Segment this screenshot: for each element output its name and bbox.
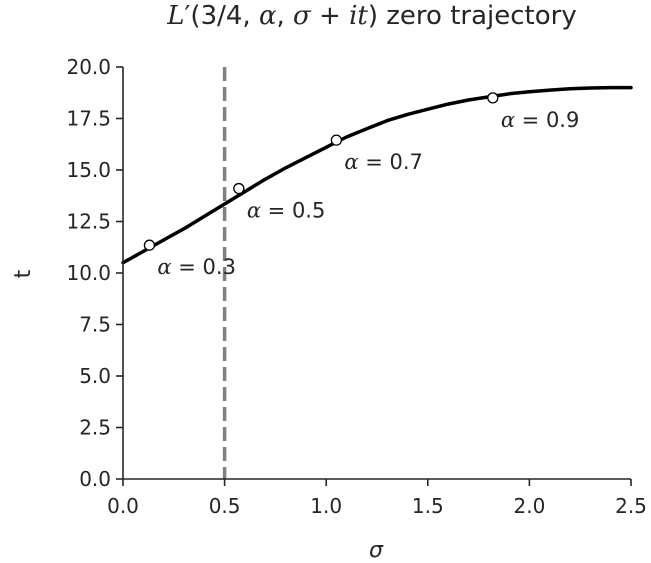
title-part: ) zero trajectory bbox=[368, 1, 577, 31]
series-line bbox=[121, 85, 633, 265]
y-tick-label: 17.5 bbox=[66, 107, 111, 131]
y-tick-label: 10.0 bbox=[66, 261, 111, 285]
chart-title: L′(3/4, α, σ + it) zero trajectory bbox=[166, 1, 576, 31]
y-tick-label: 2.5 bbox=[79, 416, 111, 440]
marker-point bbox=[143, 239, 156, 251]
axes: 0.0 0.5 1.0 1.5 2.0 2.5 0.0 2.5 5.0 7.5 10.0 12.5 15… bbox=[66, 55, 646, 518]
x-tick-label: 2.0 bbox=[513, 494, 545, 518]
y-tick-label: 7.5 bbox=[79, 313, 111, 337]
title-part: σ bbox=[293, 1, 312, 31]
marker-point bbox=[233, 182, 245, 195]
marker-point bbox=[487, 92, 499, 104]
plot-area: α = 0.3 α = 0.5 α = 0.7 α = 0.9 bbox=[121, 67, 633, 479]
marker-label: α = 0.3 bbox=[157, 255, 236, 279]
marker-label: α = 0.7 bbox=[344, 150, 423, 174]
title-part: α bbox=[259, 1, 277, 31]
x-axis-label: σ bbox=[369, 538, 384, 563]
y-tick-label: 12.5 bbox=[66, 210, 111, 234]
x-tick-label: 1.0 bbox=[310, 494, 342, 518]
marker-label: α = 0.9 bbox=[501, 108, 580, 132]
title-part: ′(3/4, bbox=[185, 1, 259, 31]
x-tick-label: 2.5 bbox=[615, 494, 647, 518]
y-axis-label: t bbox=[11, 269, 36, 278]
marker-point bbox=[330, 134, 343, 146]
y-tick-label: 20.0 bbox=[66, 55, 111, 79]
title-part: + bbox=[311, 1, 349, 31]
x-tick-label: 0.0 bbox=[107, 494, 139, 518]
y-tick-label: 15.0 bbox=[66, 158, 111, 182]
title-part: L bbox=[166, 1, 184, 31]
title-part: it bbox=[349, 1, 368, 31]
x-tick-label: 1.5 bbox=[412, 494, 444, 518]
marker-label: α = 0.5 bbox=[247, 199, 326, 223]
y-tick-label: 5.0 bbox=[79, 364, 111, 388]
x-tick-label: 0.5 bbox=[209, 494, 241, 518]
y-tick-label: 0.0 bbox=[79, 467, 111, 491]
title-part: , bbox=[277, 1, 294, 31]
